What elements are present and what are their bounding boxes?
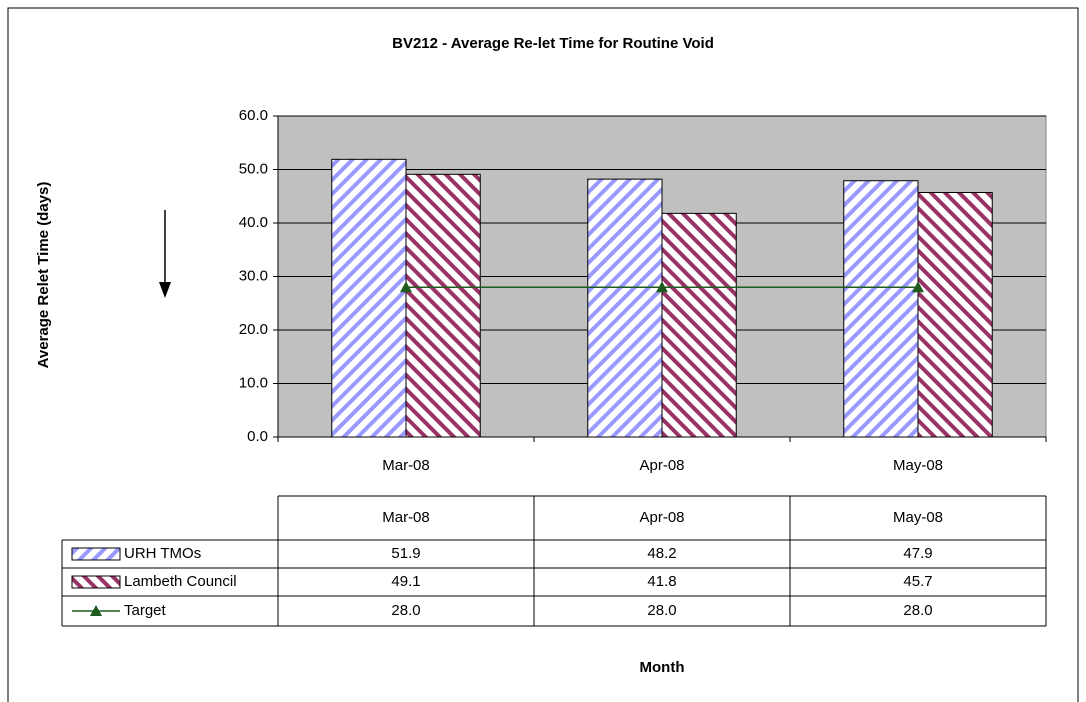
- legend-label: URH TMOs: [124, 545, 201, 562]
- x-tick-label: Mar-08: [382, 457, 430, 474]
- legend-swatch: [71, 575, 121, 589]
- table-value: 49.1: [391, 573, 420, 590]
- x-tick-label: Apr-08: [639, 457, 684, 474]
- chart-frame: [7, 7, 1079, 702]
- table-value: 51.9: [391, 545, 420, 562]
- legend-label: Lambeth Council: [124, 573, 237, 590]
- bar: [661, 212, 737, 438]
- table-value: 45.7: [903, 573, 932, 590]
- table-value: 41.8: [647, 573, 676, 590]
- table-value: 28.0: [903, 602, 932, 619]
- table-header: Mar-08: [382, 509, 430, 526]
- target-marker: [912, 281, 924, 293]
- bar: [405, 173, 481, 438]
- y-tick-label: 60.0: [239, 107, 268, 124]
- target-marker: [656, 281, 668, 293]
- bar: [843, 180, 919, 438]
- bar: [587, 178, 663, 438]
- y-tick-label: 20.0: [239, 321, 268, 338]
- bar: [917, 192, 993, 438]
- bar: [331, 158, 407, 438]
- table-value: 28.0: [391, 602, 420, 619]
- y-tick-label: 30.0: [239, 267, 268, 284]
- y-tick-label: 10.0: [239, 374, 268, 391]
- table-header: May-08: [893, 509, 943, 526]
- table-value: 28.0: [647, 602, 676, 619]
- table-value: 47.9: [903, 545, 932, 562]
- target-marker: [400, 281, 412, 293]
- table-header: Apr-08: [639, 509, 684, 526]
- legend-label: Target: [124, 602, 167, 619]
- legend-marker: [90, 605, 102, 616]
- table-value: 48.2: [647, 545, 676, 562]
- chart-title: BV212 - Average Re-let Time for Routine …: [392, 35, 714, 52]
- arrow: [159, 210, 171, 298]
- x-tick-label: May-08: [893, 457, 943, 474]
- y-tick-label: 0.0: [247, 428, 268, 445]
- legend-swatch: [71, 547, 121, 561]
- y-tick-label: 50.0: [239, 160, 268, 177]
- x-axis-label: Month: [640, 659, 685, 676]
- y-axis-label: Average Relet Time (days): [35, 182, 52, 369]
- y-tick-label: 40.0: [239, 214, 268, 231]
